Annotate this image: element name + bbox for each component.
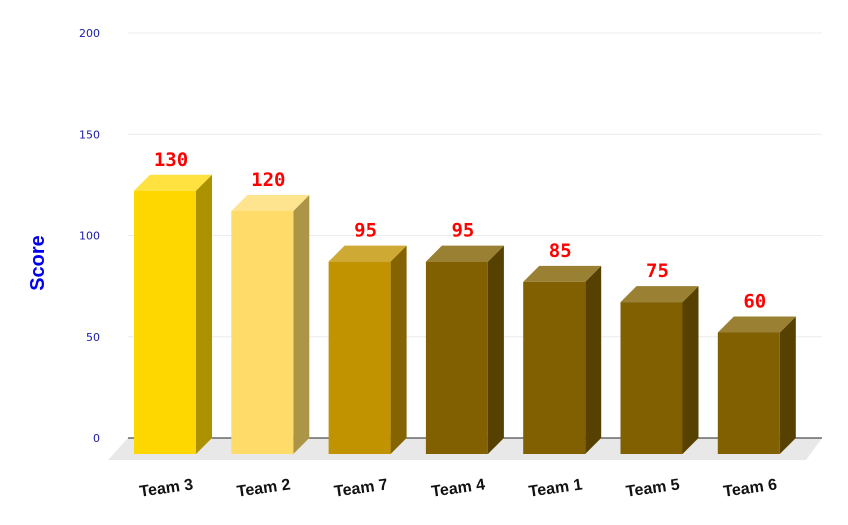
bar-side-team-3 <box>196 174 212 454</box>
bar-front-team-6 <box>717 332 780 454</box>
y-tick-200: 200 <box>79 27 100 40</box>
bar-side-team-5 <box>682 286 699 454</box>
x-tick-team-1: Team 1 <box>528 476 584 500</box>
bar-top-team-4 <box>425 245 504 262</box>
bar-side-team-1 <box>585 265 602 454</box>
bar-team-4 <box>425 245 504 454</box>
bar-side-team-4 <box>487 245 504 454</box>
x-axis-ticks: Team 3 Team 2 Team 7 Team 4 Team 1 Team 5 Team… <box>138 476 778 500</box>
y-axis-ticks: 0 50 100 150 200 <box>79 27 100 445</box>
bar-front-team-7 <box>328 261 391 454</box>
x-tick-team-3: Team 3 <box>138 476 194 500</box>
bar-top-team-6 <box>717 316 796 333</box>
bar-team-3 <box>134 174 212 454</box>
bar-team-6 <box>717 316 796 454</box>
bar-side-team-6 <box>779 316 796 454</box>
bar-front-team-4 <box>425 261 488 454</box>
bar-top-team-7 <box>328 245 407 262</box>
y-tick-150: 150 <box>79 128 100 141</box>
bar-top-team-1 <box>523 265 602 282</box>
bar-team-7 <box>328 245 407 454</box>
bar-top-team-2 <box>231 195 310 211</box>
bar-front-team-2 <box>231 211 294 454</box>
bar-team-2 <box>231 195 310 454</box>
data-label-team-6: 60 <box>743 291 766 313</box>
bar-front-team-1 <box>523 281 586 454</box>
data-label-team-2: 120 <box>251 169 285 191</box>
bar-top-team-5 <box>620 286 699 303</box>
data-label-team-4: 95 <box>451 220 474 242</box>
y-tick-50: 50 <box>86 331 100 344</box>
bar-team-1 <box>523 265 602 454</box>
x-tick-team-2: Team 2 <box>236 476 292 500</box>
bar-side-team-7 <box>390 245 407 454</box>
data-label-team-5: 75 <box>646 260 669 282</box>
x-tick-team-4: Team 4 <box>430 476 486 500</box>
bar-side-team-2 <box>293 195 310 454</box>
y-tick-100: 100 <box>79 230 100 243</box>
data-label-team-7: 95 <box>354 220 377 242</box>
bar-front-team-5 <box>620 302 683 454</box>
x-tick-team-7: Team 7 <box>333 476 389 500</box>
data-label-team-3: 130 <box>154 149 188 171</box>
x-tick-team-6: Team 6 <box>722 476 778 500</box>
data-labels: 130 120 95 95 85 75 60 <box>154 149 766 313</box>
bar-team-5 <box>620 286 699 454</box>
y-axis-label: Score <box>27 235 49 291</box>
x-tick-team-5: Team 5 <box>625 476 681 500</box>
data-label-team-1: 85 <box>549 240 572 262</box>
y-tick-0: 0 <box>93 432 100 445</box>
bar-front-team-3 <box>134 190 196 454</box>
bar-top-team-3 <box>134 174 212 191</box>
bars <box>134 174 796 454</box>
